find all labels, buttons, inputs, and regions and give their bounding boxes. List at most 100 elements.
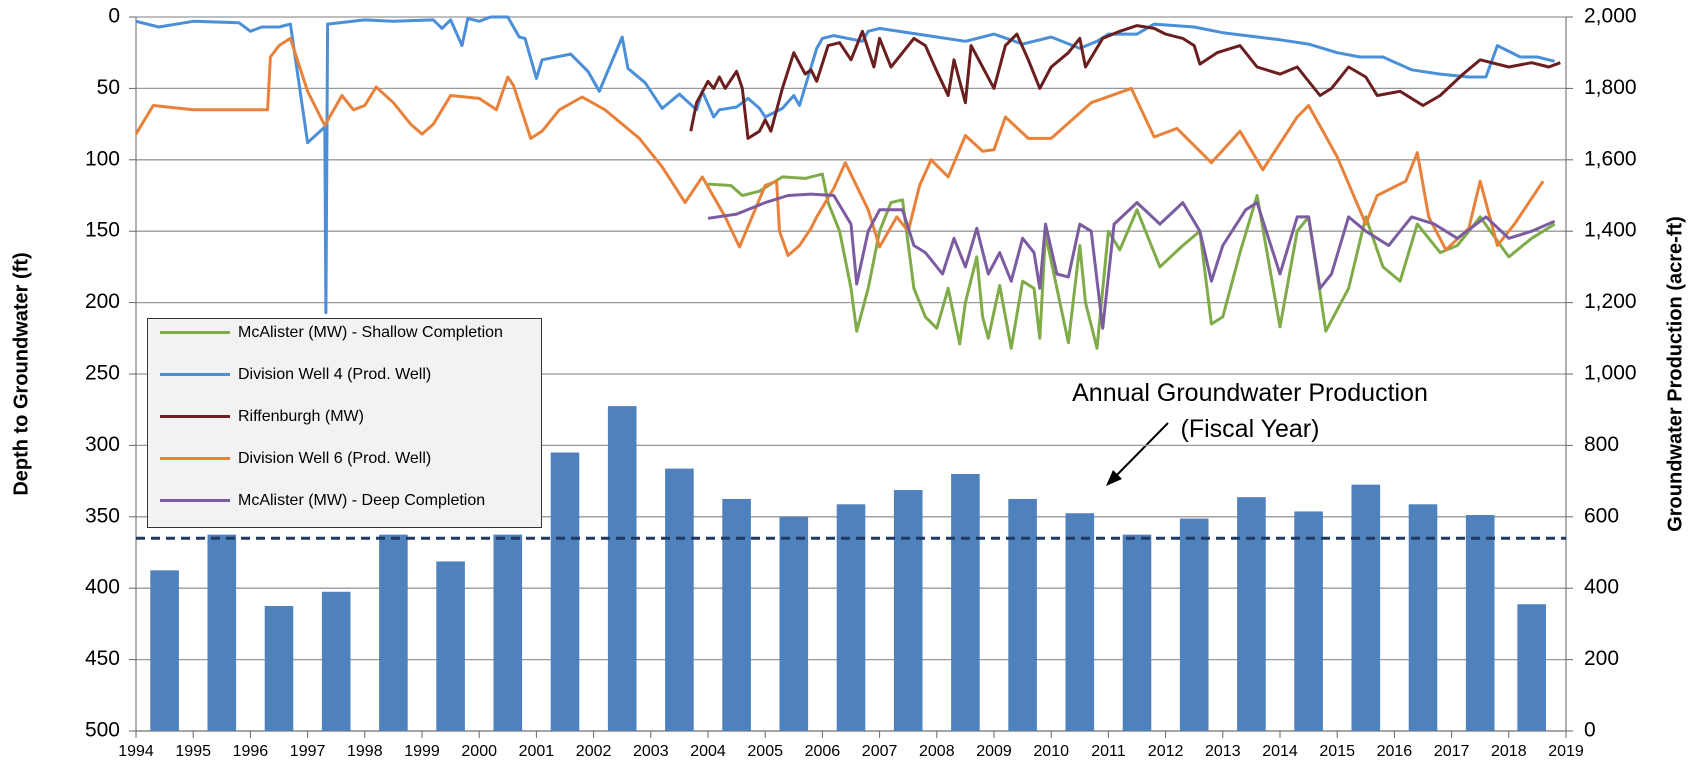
y-tick-label: 200 — [85, 290, 120, 313]
bar — [607, 406, 637, 731]
x-tick-label: 2003 — [633, 743, 669, 760]
line-series — [134, 36, 1545, 257]
bar — [893, 490, 923, 731]
line-series — [707, 192, 1556, 330]
x-tick-label: 2009 — [976, 743, 1012, 760]
y2-tick-label: 0 — [1584, 719, 1596, 742]
bar — [722, 498, 751, 731]
bar — [1517, 604, 1546, 731]
x-tick-label: 2012 — [1148, 743, 1184, 760]
legend-label: Riffenburgh (MW) — [238, 408, 364, 425]
y-tick-label: 400 — [85, 576, 120, 599]
legend-label: Division Well 4 (Prod. Well) — [238, 366, 432, 383]
y2-tick-label: 800 — [1584, 433, 1619, 456]
legend-swatch — [160, 331, 230, 334]
y2-tick-label: 1,600 — [1584, 147, 1637, 170]
legend-swatch — [160, 499, 230, 502]
legend-label: McAlister (MW) - Deep Completion — [238, 492, 486, 509]
y-tick-label: 450 — [85, 647, 120, 670]
y-tick-label: 250 — [85, 362, 120, 385]
bar — [150, 570, 179, 731]
y-axis-title: Depth to Groundwater (ft) — [10, 252, 32, 495]
legend-item: Division Well 6 (Prod. Well) — [154, 449, 535, 491]
x-tick-label: 2017 — [1434, 743, 1470, 760]
line-series — [707, 172, 1556, 350]
y-tick-label: 100 — [85, 147, 120, 170]
y2-tick-label: 1,400 — [1584, 219, 1637, 242]
y2-tick-label: 600 — [1584, 504, 1619, 527]
annotation: Annual Groundwater Production (Fiscal Ye… — [1072, 379, 1428, 443]
legend-swatch — [160, 457, 230, 460]
bar — [1065, 513, 1095, 731]
x-tick-label: 2015 — [1319, 743, 1355, 760]
x-tick-label: 2001 — [519, 743, 555, 760]
bar — [321, 591, 351, 731]
bar — [665, 468, 694, 731]
x-tick-label: 1998 — [347, 743, 383, 760]
x-tick-label: 1994 — [118, 743, 154, 760]
x-tick-label: 2010 — [1033, 743, 1069, 760]
y2-tick-label: 200 — [1584, 647, 1619, 670]
bar — [550, 452, 580, 731]
bar — [1351, 484, 1381, 731]
x-tick-label: 2008 — [919, 743, 955, 760]
x-tick-label: 1997 — [290, 743, 326, 760]
legend-label: McAlister (MW) - Shallow Completion — [238, 324, 503, 341]
bar — [1294, 511, 1323, 731]
y-tick-label: 500 — [85, 719, 120, 742]
legend-item: Division Well 4 (Prod. Well) — [154, 365, 535, 407]
line-series — [689, 24, 1561, 140]
y2-tick-label: 1,200 — [1584, 290, 1637, 313]
bar — [436, 561, 465, 731]
y-tick-label: 150 — [85, 219, 120, 242]
x-tick-label: 2019 — [1548, 743, 1584, 760]
bar — [951, 473, 980, 731]
bar — [779, 516, 809, 731]
x-tick-label: 2014 — [1262, 743, 1298, 760]
legend: McAlister (MW) - Shallow Completion Divis… — [147, 318, 542, 528]
y-tick-label: 300 — [85, 433, 120, 456]
y2-tick-label: 400 — [1584, 576, 1619, 599]
bar — [1408, 504, 1438, 731]
y2-tick-label: 1,000 — [1584, 362, 1637, 385]
legend-item: McAlister (MW) - Shallow Completion — [154, 323, 535, 365]
x-tick-label: 2000 — [461, 743, 497, 760]
y2-tick-label: 2,000 — [1584, 5, 1637, 28]
bar — [379, 534, 408, 731]
y-tick-label: 350 — [85, 504, 120, 527]
x-tick-label: 2006 — [805, 743, 841, 760]
y-tick-label: 50 — [97, 76, 120, 99]
x-tick-label: 2005 — [747, 743, 783, 760]
bar — [264, 606, 294, 731]
x-tick-label: 2002 — [576, 743, 612, 760]
bar — [207, 534, 237, 731]
bar — [1122, 534, 1152, 731]
y-tick-label: 0 — [108, 5, 120, 28]
arrow-head — [1106, 470, 1122, 486]
x-tick-label: 2011 — [1091, 743, 1126, 760]
bar — [836, 504, 866, 731]
legend-swatch — [160, 415, 230, 418]
x-tick-label: 2016 — [1377, 743, 1413, 760]
bar — [1179, 518, 1209, 731]
x-tick-label: 2013 — [1205, 743, 1241, 760]
y2-tick-label: 1,800 — [1584, 76, 1637, 99]
bar — [1237, 497, 1266, 731]
legend-item: Riffenburgh (MW) — [154, 407, 535, 449]
bar — [493, 534, 523, 731]
x-tick-label: 1995 — [175, 743, 211, 760]
legend-label: Division Well 6 (Prod. Well) — [238, 450, 432, 467]
bar — [1465, 515, 1495, 731]
legend-swatch — [160, 373, 230, 376]
x-tick-label: 2018 — [1491, 743, 1527, 760]
legend-item: McAlister (MW) - Deep Completion — [154, 491, 535, 533]
y2-axis-title: Groundwater Production (acre-ft) — [1664, 216, 1686, 532]
arrow-line — [1109, 422, 1169, 483]
x-tick-label: 2007 — [862, 743, 898, 760]
x-tick-label: 1999 — [404, 743, 440, 760]
bar — [1008, 498, 1037, 731]
x-tick-label: 1996 — [233, 743, 269, 760]
line-series — [135, 15, 1555, 315]
